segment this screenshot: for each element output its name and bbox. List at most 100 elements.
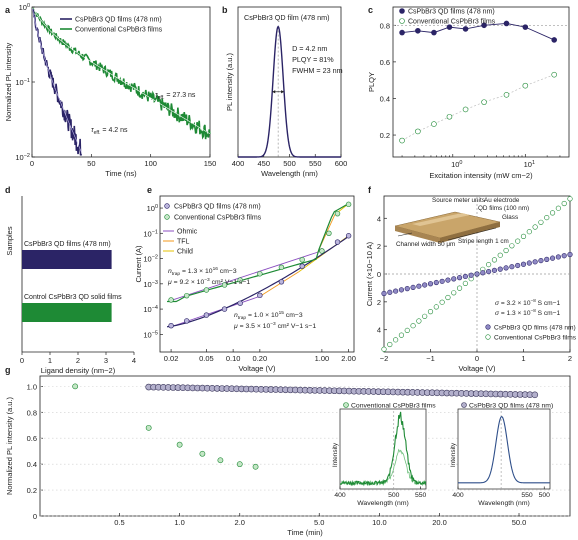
panel-f-sigma-qd-text: = 3.2 × 10 — [499, 300, 531, 307]
panel-f-qd-point — [468, 272, 474, 278]
panel-e-xtick-label: 0.20 — [253, 354, 268, 363]
panel-a-tau-qd-sub: eff. — [94, 130, 101, 136]
panel-f-qd-point — [544, 256, 550, 262]
panel-f-qd-point — [433, 279, 439, 286]
panel-e-ytick-label-base: 10 — [143, 255, 151, 264]
panel-f-conv-point — [451, 290, 457, 296]
panel-c-legend-conv-marker — [399, 18, 405, 24]
panel-f-qd-point — [404, 286, 410, 292]
panel-e-legend-qd-marker — [164, 203, 170, 209]
panel-f-conv-point — [433, 304, 439, 310]
panel-a-conv-data — [32, 7, 211, 140]
panel-e-mu-conv-tail: cm² V−1 s−1 — [210, 279, 251, 286]
panel-e-ytick-label-base: 10 — [143, 280, 151, 289]
panel-f-qd-point — [549, 255, 556, 261]
panel-e-ytick-label: 10−2 — [143, 255, 158, 264]
panel-letter-g: g — [5, 365, 11, 375]
panel-a-xtick-label: 150 — [204, 159, 217, 168]
panel-f-qd-point — [398, 287, 405, 293]
panel-f-inset-width-marker — [397, 232, 413, 237]
panel-f-sigma-conv-tail: S cm−1 — [536, 310, 561, 317]
panel-g-conv-point — [145, 424, 152, 431]
panel-e-mu-qd-tail: cm² V−1 s−1 — [276, 323, 317, 330]
panel-f-inset-label: Stripe length 1 cm — [458, 238, 509, 245]
panel-f-sigma-qd-sup: −8 — [531, 298, 537, 303]
panel-f-xtick-label: 1 — [521, 354, 525, 363]
panel-c-xtick-label-base: 10 — [524, 160, 532, 169]
panel-e-qd-point — [345, 233, 352, 239]
panel-d-ylabel: Samples — [5, 226, 14, 255]
panel-a-tau-qd-text: = 4.2 ns — [100, 127, 128, 134]
panel-c-conv-point — [551, 71, 557, 78]
panel-e-conv-point — [319, 248, 325, 254]
panel-f-inset-length-marker — [447, 227, 497, 241]
panel-c-conv-point — [522, 82, 529, 89]
panel-e-ohmic-conv — [170, 251, 318, 301]
panel-g-xtick-label: 20.0 — [432, 518, 447, 527]
panel-f-conv-point — [509, 243, 515, 249]
panel-e-ytick-label-exp: −2 — [152, 255, 158, 261]
panel-e-ntrap-qd-text: = 1.0 × 10 — [246, 312, 279, 319]
panel-b-xtick-label: 450 — [257, 159, 270, 168]
panel-c-qd-point — [446, 24, 453, 30]
panel-b-xtick-label: 400 — [232, 159, 245, 168]
panel-a-xlabel: Time (ns) — [105, 169, 137, 178]
panel-f-qd-point — [456, 275, 463, 281]
panel-f-inset-label: Source meter units — [432, 197, 485, 204]
panel-b-annotation: FWHM = 23 nm — [292, 66, 343, 75]
panel-f-xtick-label: 2 — [568, 354, 572, 363]
panel-e-mu-qd: μ = 3.5 × 10−3 cm² V−1 s−1 — [233, 321, 316, 330]
panel-e-legend-fit: TFL — [177, 239, 190, 246]
panel-e-mu-conv-sup: −3 — [204, 277, 210, 283]
panel-e-xtick-label: 0.05 — [199, 354, 214, 363]
panel-g-inset-conv-frame — [339, 408, 427, 490]
panel-c-qd-point — [481, 22, 487, 29]
panel-e-conv-point — [184, 292, 190, 299]
panel-e-mu-conv-text: = 9.2 × 10 — [172, 279, 205, 286]
panel-e-conv-point — [299, 257, 305, 263]
panel-e-conv-point — [257, 271, 263, 277]
panel-e-ntrap-conv: ntrap = 1.3 × 1016 cm−3 — [168, 266, 237, 277]
panel-b-xtick-label: 500 — [283, 159, 296, 168]
panel-letter-a: a — [5, 5, 11, 15]
panel-c-qd-point — [399, 29, 405, 36]
panel-f-qd-point — [526, 260, 532, 266]
panel-e-xlabel: Voltage (V) — [238, 364, 276, 373]
panel-f-sigma-conv: σ = 1.3 × 10−8 S cm−1 — [495, 308, 560, 317]
panel-e-xtick-label: 2.00 — [341, 354, 356, 363]
panel-f-sigma-conv-text: = 1.3 × 10 — [499, 310, 531, 317]
panel-e-conv-point — [237, 277, 243, 283]
panel-e-qd-point — [168, 322, 174, 329]
panel-c-qd-point — [462, 26, 469, 32]
panel-f-ytick-label: 0 — [377, 270, 381, 279]
panel-e-tfl-qd — [259, 271, 300, 297]
panel-g-ytick-label: 0.2 — [27, 486, 37, 495]
panel-f-conv-point — [427, 309, 434, 315]
panel-f-ytick-label: 2 — [377, 242, 381, 251]
panel-c-xtick-label: 100 — [451, 160, 462, 169]
panel-f-conv-point — [462, 280, 468, 287]
panel-f-legend-qd-marker — [485, 324, 491, 330]
panel-f-conv-point — [567, 196, 573, 202]
panel-g-inset-qd-xtick-label: 500 — [539, 492, 551, 499]
panel-e-ytick-label-base: 10 — [143, 229, 151, 238]
panel-f-conv-point — [561, 200, 567, 207]
panel-g-inset-conv-trace — [339, 411, 427, 487]
panel-e-frame — [159, 195, 355, 353]
panel-e-ntrap-qd: ntrap = 1.0 × 1015 cm−3 — [234, 310, 303, 321]
panel-g-conv-point — [199, 450, 206, 457]
panel-letter-e: e — [147, 185, 152, 195]
panel-c-ylabel: PLQY — [367, 72, 376, 92]
panel-f-qd-point — [381, 290, 387, 297]
panel-f-conv-point — [526, 229, 532, 235]
panel-g-ylabel: Normalized PL intensity (a.u.) — [5, 396, 14, 495]
panel-c-conv-point — [415, 128, 421, 135]
panel-g-inset-conv-xlabel: Wavelength (nm) — [357, 500, 409, 507]
panel-a-tau-conv-lead: τ — [155, 92, 158, 99]
panel-c-legend-qd: CsPbBr3 QD films (478 nm) — [408, 9, 495, 16]
panel-g-inset-conv-title-marker — [343, 402, 349, 408]
panel-d-xtick-label: 4 — [132, 356, 136, 365]
panel-f-legend-conv-marker — [485, 334, 491, 340]
panel-f-qd-point — [561, 253, 567, 259]
